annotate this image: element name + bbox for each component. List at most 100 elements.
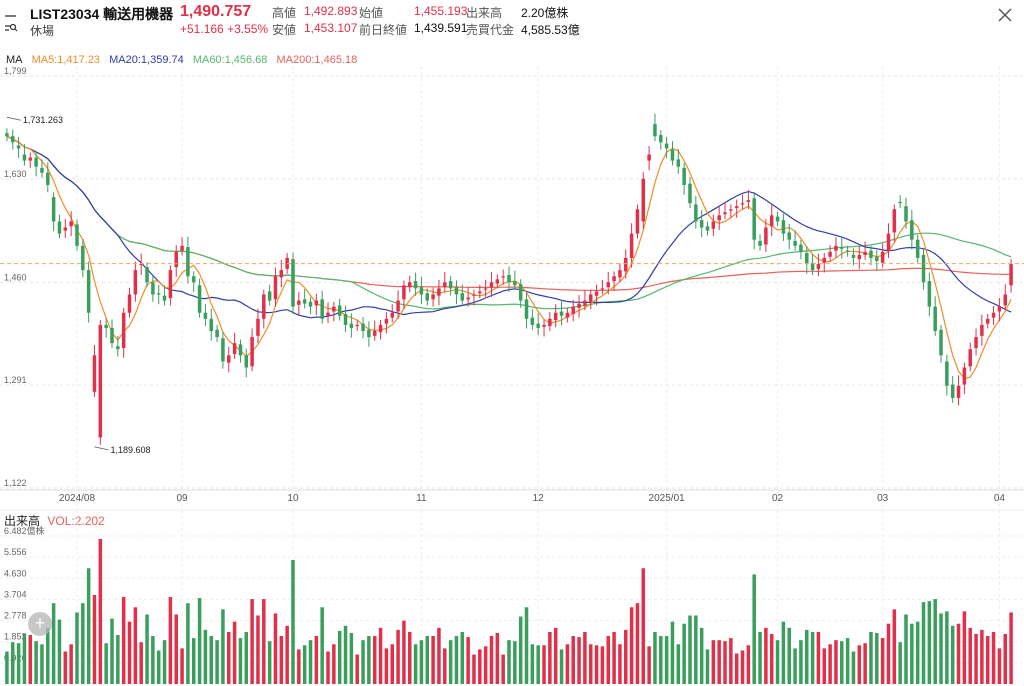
candle-body — [682, 167, 686, 185]
candle-body — [840, 247, 844, 249]
candle-body — [57, 221, 62, 234]
volume-bar — [559, 649, 564, 684]
volume-tick-label: 2.778 — [4, 611, 27, 621]
volume-bar — [659, 636, 663, 684]
candle-body — [513, 281, 517, 286]
stat-volume-value: 2.20億株 — [521, 6, 569, 20]
candle-body — [536, 323, 540, 328]
volume-bar — [880, 638, 885, 684]
volume-bar — [845, 638, 850, 684]
ma5-line — [6, 135, 1012, 380]
candle-body — [116, 346, 120, 350]
volume-bar — [734, 653, 739, 684]
ma5-label: MA5:1,417.23 — [31, 54, 101, 66]
volume-bar — [250, 599, 254, 684]
ticker-code: LIST23034 — [30, 6, 100, 22]
candle-body — [454, 287, 459, 295]
sector-name: 輸送用機器 — [103, 6, 174, 22]
candle-body — [215, 329, 219, 338]
volume-bar — [641, 568, 646, 684]
candle-body — [565, 312, 570, 318]
candle-body — [460, 293, 465, 301]
candle-body — [297, 300, 301, 305]
volume-bar — [688, 615, 692, 684]
volume-bar — [507, 640, 511, 684]
volume-bar — [769, 633, 774, 684]
ma200-label: MA200:1,465.18 — [276, 54, 358, 66]
volume-bar — [1003, 633, 1007, 684]
volume-bar — [834, 640, 838, 684]
volume-bar — [390, 644, 394, 684]
candle-body — [495, 279, 500, 284]
x-tick-label: 03 — [877, 493, 889, 504]
menu-search-icon[interactable] — [4, 6, 18, 36]
candle-body — [367, 329, 371, 338]
candle-body — [227, 355, 231, 363]
ma-legend-title: MA — [6, 54, 23, 66]
candle-body — [63, 227, 68, 231]
volume-bar — [483, 646, 488, 684]
volume-bar — [384, 648, 389, 684]
candle-body — [822, 257, 827, 263]
volume-bar — [775, 640, 780, 684]
volume-bar — [822, 648, 827, 684]
stat-open-label: 始値 — [359, 6, 384, 20]
volume-bar — [372, 636, 377, 684]
candle-body — [676, 159, 681, 167]
candle-body — [810, 262, 815, 271]
x-tick-label: 2024/08 — [59, 493, 96, 504]
candle-body — [337, 305, 342, 316]
volume-bar — [81, 603, 85, 684]
candle-body — [939, 329, 943, 356]
candle-body — [501, 276, 505, 278]
candle-body — [326, 312, 330, 316]
volume-bar — [180, 648, 184, 684]
volume-bar — [16, 643, 21, 684]
volume-bar — [320, 607, 324, 684]
candle-body — [729, 209, 733, 211]
x-tick-label: 04 — [994, 493, 1006, 504]
candle-body — [51, 197, 56, 222]
volume-bar — [997, 648, 1002, 684]
candle-body — [583, 300, 587, 306]
volume-bar — [133, 607, 138, 684]
volume-tick-label: 4.630 — [4, 568, 27, 578]
zoom-in-button[interactable]: + — [28, 612, 52, 636]
candle-body — [927, 281, 932, 307]
volume-bar — [215, 640, 219, 684]
volume-bar — [28, 635, 33, 684]
candle-body — [851, 254, 856, 258]
candle-body — [921, 254, 926, 283]
candle-body — [793, 240, 797, 246]
volume-tick-label: 5.556 — [4, 547, 27, 557]
volume-bar — [5, 651, 9, 684]
volume-bar — [910, 623, 914, 684]
candle-body — [46, 172, 50, 185]
volume-bar — [577, 637, 581, 684]
candle-body — [197, 285, 202, 313]
candle-body — [489, 282, 494, 288]
candle-body — [1009, 264, 1013, 286]
candle-body — [588, 294, 593, 302]
volume-bar — [840, 641, 844, 684]
candle-body — [81, 245, 85, 271]
volume-bar — [478, 649, 482, 684]
close-icon[interactable] — [996, 6, 1014, 24]
candle-body — [413, 281, 418, 289]
candle-body — [524, 299, 529, 319]
volume-bar — [466, 637, 470, 684]
volume-bar — [950, 625, 955, 684]
volume-bar — [121, 597, 126, 684]
candle-body — [238, 344, 243, 356]
change-value: +51.166 — [180, 22, 224, 36]
volume-bar — [583, 631, 587, 684]
volume-bar — [69, 644, 73, 684]
volume-bar — [460, 631, 465, 684]
volume-bar — [518, 616, 523, 684]
volume-tick-label: 0.926 — [4, 653, 27, 663]
volume-bar — [232, 621, 237, 684]
candle-body — [408, 282, 412, 288]
candle-body — [956, 385, 961, 398]
candle-body — [127, 294, 132, 313]
